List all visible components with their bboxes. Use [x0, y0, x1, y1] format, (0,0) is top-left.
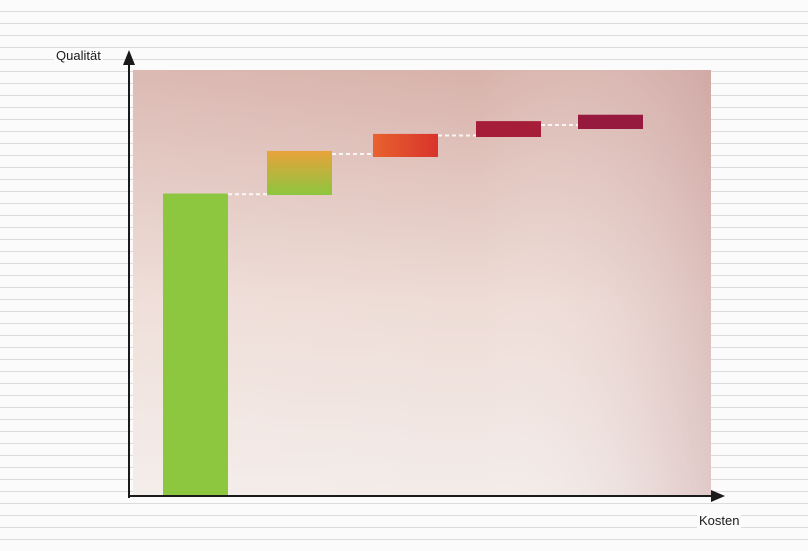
step-connectors — [228, 124, 578, 196]
bar-step-1 — [163, 193, 228, 497]
bar-step-4 — [476, 121, 541, 137]
y-axis-arrow-icon — [123, 50, 135, 65]
x-axis-arrow-icon — [711, 490, 725, 502]
y-axis-label: Qualität — [54, 48, 103, 63]
bar-step-5 — [578, 114, 643, 129]
bar-step-2 — [267, 150, 332, 195]
bar-step-3 — [373, 133, 438, 157]
x-axis-label: Kosten — [697, 513, 742, 528]
bar-series — [163, 114, 643, 497]
